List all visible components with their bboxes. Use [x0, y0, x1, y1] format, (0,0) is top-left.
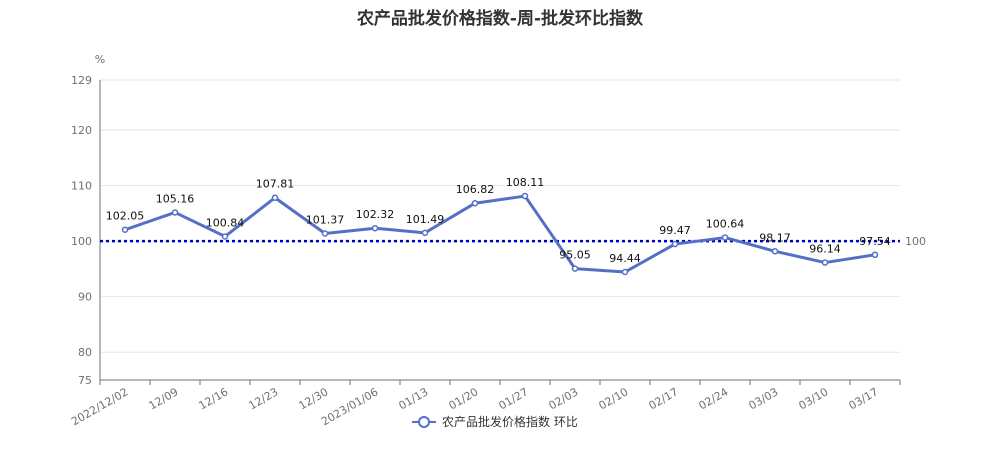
y-tick-label: 80 — [78, 346, 92, 359]
y-tick-label: 75 — [78, 374, 92, 387]
data-label: 96.14 — [809, 243, 841, 256]
data-point — [821, 259, 829, 266]
data-label: 107.81 — [256, 178, 295, 191]
x-tick-label: 12/23 — [247, 385, 281, 412]
data-point — [321, 230, 329, 237]
y-tick-label: 120 — [71, 124, 92, 137]
chart-title: 农产品批发价格指数-周-批发环比指数 — [356, 9, 644, 29]
data-point — [471, 199, 479, 207]
data-point — [221, 233, 229, 240]
data-label: 101.37 — [306, 214, 345, 227]
x-tick-label: 02/03 — [547, 385, 581, 412]
series-group — [121, 192, 879, 276]
data-point — [271, 194, 279, 201]
x-tick-label: 01/20 — [447, 385, 481, 412]
data-label: 95.05 — [559, 249, 591, 262]
x-tick-label: 03/10 — [797, 385, 831, 412]
y-tick-label: 129 — [71, 74, 92, 87]
data-point — [671, 240, 679, 248]
x-tick-label: 03/17 — [847, 385, 881, 412]
x-tick-label: 01/27 — [497, 385, 531, 412]
data-label: 105.16 — [156, 192, 195, 205]
data-labels: 102.05 105.16 100.84 107.81 101.37 102.32 101.… — [106, 176, 891, 265]
x-tick-label: 12/09 — [147, 385, 181, 412]
reference-line-group: 100 — [100, 235, 926, 248]
x-tick-label: 02/10 — [597, 385, 631, 412]
x-tick-label: 12/30 — [297, 385, 331, 412]
data-point — [571, 265, 579, 272]
x-tick-label: 01/13 — [397, 385, 431, 412]
y-axis-unit: % — [95, 53, 105, 66]
reference-line-label: 100 — [905, 235, 926, 248]
data-label: 108.11 — [506, 176, 545, 189]
x-tick-label: 2022/12/02 — [69, 385, 130, 428]
data-point — [621, 268, 629, 276]
data-label: 94.44 — [609, 252, 641, 265]
y-tick-label: 100 — [71, 235, 92, 248]
x-tick-label: 03/03 — [747, 385, 781, 412]
data-label: 97.54 — [859, 235, 891, 248]
data-label: 102.32 — [356, 208, 395, 221]
data-label: 101.49 — [406, 213, 445, 226]
data-point — [721, 234, 729, 241]
data-label: 106.82 — [456, 183, 495, 196]
y-tick-label: 110 — [71, 180, 92, 193]
x-tick-label: 12/16 — [197, 385, 231, 412]
legend[interactable]: 农产品批发价格指数 环比 — [412, 414, 578, 429]
data-point — [371, 224, 379, 232]
data-point — [771, 248, 779, 255]
data-point — [421, 229, 429, 237]
x-tick-label: 02/17 — [647, 385, 681, 412]
data-point — [171, 209, 179, 216]
x-tick-label: 2023/01/06 — [319, 385, 380, 428]
x-tick-label: 02/24 — [697, 385, 731, 412]
data-point — [121, 226, 129, 233]
series-line — [124, 194, 876, 274]
data-point — [871, 251, 879, 259]
data-point — [521, 192, 529, 200]
data-label: 99.47 — [659, 224, 691, 237]
legend-swatch-marker — [418, 416, 430, 428]
data-label: 102.05 — [106, 210, 145, 223]
data-label: 100.64 — [706, 218, 745, 231]
y-tick-label: 90 — [78, 291, 92, 304]
legend-label: 农产品批发价格指数 环比 — [442, 414, 578, 429]
data-label: 100.84 — [206, 216, 245, 229]
data-label: 98.17 — [759, 231, 791, 244]
